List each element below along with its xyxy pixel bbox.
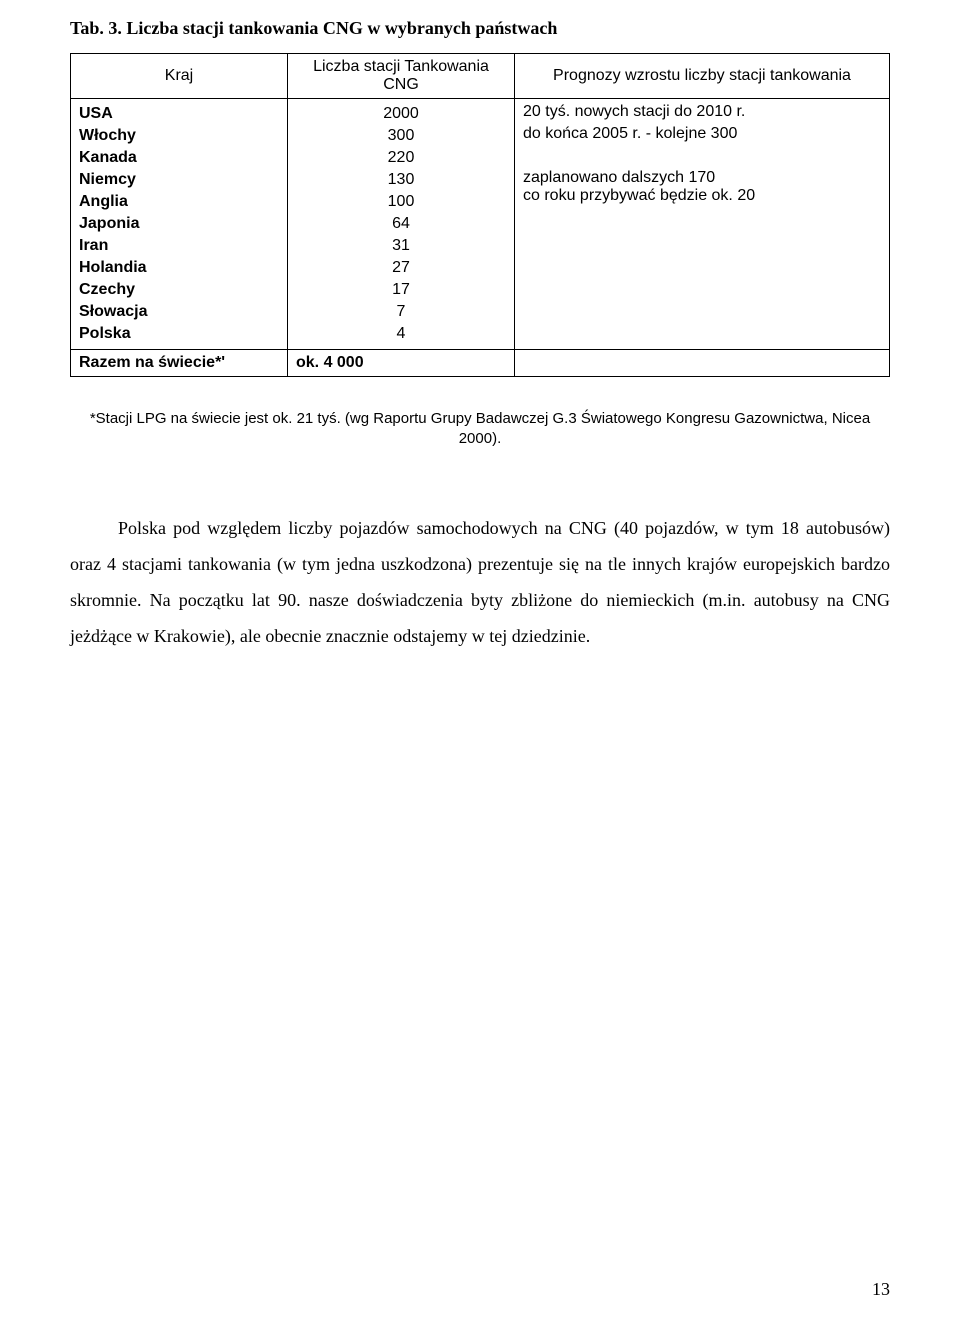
table-body-row: USA Włochy Kanada Niemcy Anglia Japonia …: [71, 99, 890, 350]
count-value: 2000: [296, 103, 506, 125]
count-value: 7: [296, 301, 506, 323]
count-value: 100: [296, 191, 506, 213]
table-total-row: Razem na świecie*' ok. 4 000: [71, 350, 890, 377]
header-forecast: Prognozy wzrostu liczby stacji tankowani…: [515, 54, 890, 99]
country-name: Włochy: [79, 125, 279, 147]
page: Tab. 3. Liczba stacji tankowania CNG w w…: [0, 0, 960, 1326]
header-count: Liczba stacji Tankowania CNG: [288, 54, 515, 99]
header-country: Kraj: [71, 54, 288, 99]
country-name: Iran: [79, 235, 279, 257]
country-name: Holandia: [79, 257, 279, 279]
forecast-line: do końca 2005 r. - kolejne 300: [523, 125, 881, 143]
count-value: 17: [296, 279, 506, 301]
country-name: Anglia: [79, 191, 279, 213]
country-name: Słowacja: [79, 301, 279, 323]
count-cell: 2000 300 220 130 100 64 31 27 17 7 4: [288, 99, 515, 350]
count-value: 220: [296, 147, 506, 169]
country-name: Japonia: [79, 213, 279, 235]
count-value: 300: [296, 125, 506, 147]
total-empty: [515, 350, 890, 377]
country-name: Polska: [79, 323, 279, 345]
forecast-line: zaplanowano dalszych 170: [523, 169, 881, 187]
count-value: 31: [296, 235, 506, 257]
table-header-row: Kraj Liczba stacji Tankowania CNG Progno…: [71, 54, 890, 99]
country-name: Czechy: [79, 279, 279, 301]
body-paragraph: Polska pod względem liczby pojazdów samo…: [70, 510, 890, 654]
cng-stations-table: Kraj Liczba stacji Tankowania CNG Progno…: [70, 53, 890, 377]
count-value: 27: [296, 257, 506, 279]
forecast-line: 20 tyś. nowych stacji do 2010 r.: [523, 103, 881, 121]
country-cell: USA Włochy Kanada Niemcy Anglia Japonia …: [71, 99, 288, 350]
count-value: 4: [296, 323, 506, 345]
country-name: USA: [79, 103, 279, 125]
forecast-line: co roku przybywać będzie ok. 20: [523, 187, 881, 205]
total-value: ok. 4 000: [288, 350, 515, 377]
page-number: 13: [872, 1279, 890, 1300]
forecast-cell: 20 tyś. nowych stacji do 2010 r. do końc…: [515, 99, 890, 350]
table-footnote: *Stacji LPG na świecie jest ok. 21 tyś. …: [70, 409, 890, 450]
count-value: 130: [296, 169, 506, 191]
total-label: Razem na świecie*': [71, 350, 288, 377]
country-name: Kanada: [79, 147, 279, 169]
count-value: 64: [296, 213, 506, 235]
country-name: Niemcy: [79, 169, 279, 191]
table-caption: Tab. 3. Liczba stacji tankowania CNG w w…: [70, 18, 890, 39]
